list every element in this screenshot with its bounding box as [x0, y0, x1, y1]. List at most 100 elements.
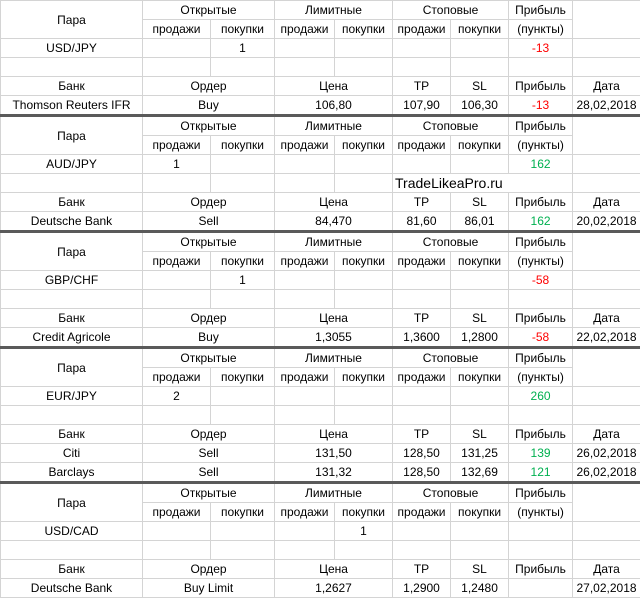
sheet-row [0, 289, 640, 309]
pair-cell [274, 270, 335, 290]
subheader-cell: покупки [333, 251, 394, 271]
order-cell: 128,50 [392, 443, 452, 463]
subheader-cell: (пункты) [508, 135, 574, 155]
header-cell: Цена [273, 192, 394, 212]
header-cell: Дата [572, 308, 640, 328]
header-cell: Прибыль [508, 559, 574, 579]
empty-cell [210, 57, 275, 77]
pair-cell [333, 386, 394, 406]
subheader-cell: продажи [274, 502, 335, 522]
empty-cell [0, 57, 143, 77]
subheader-cell: покупки [333, 19, 394, 39]
sheet-row: Barclays Sell 131,32 128,50 132,69 121 26,02,2… [0, 462, 640, 483]
order-cell: 27,02,2018 [572, 578, 640, 598]
header-cell: Лимитные [273, 114, 394, 136]
pair-cell [142, 521, 211, 541]
header-cell: TP [392, 424, 452, 444]
empty-cell [572, 346, 640, 387]
pair-cell: 1 [210, 38, 275, 58]
empty-cell [508, 289, 574, 309]
order-cell: 1,3600 [392, 327, 452, 348]
sheet-row: Thomson Reuters IFR Buy 106,80 107,90 106,30… [0, 95, 640, 116]
empty-cell [210, 540, 275, 560]
pair-cell [333, 270, 394, 290]
pair-cell: 1 [210, 270, 275, 290]
pair-cell [210, 154, 275, 174]
sheet-row [0, 57, 640, 77]
pair-name: USD/JPY [0, 38, 143, 58]
subheader-cell: (пункты) [508, 19, 574, 39]
sheet-row: USD/JPY 1 -13 [0, 38, 640, 58]
subheader-cell: продажи [274, 367, 335, 387]
subheader-cell: покупки [210, 502, 275, 522]
header-cell: SL [450, 76, 510, 96]
empty-cell [572, 114, 640, 155]
empty-cell [142, 405, 211, 425]
empty-cell [572, 540, 640, 560]
header-cell: TP [392, 308, 452, 328]
pair-cell [274, 386, 335, 406]
sheet-row: Пара Открытые Лимитные Стоповые Прибыль [0, 230, 640, 271]
order-cell: 128,50 [392, 462, 452, 483]
header-cell: Банк [0, 76, 143, 96]
subheader-cell: продажи [142, 502, 211, 522]
header-cell: Дата [572, 192, 640, 212]
order-cell: Buy [142, 95, 275, 116]
header-cell: SL [450, 424, 510, 444]
sheet-row: Банк Ордер Цена TP SL Прибыль Дата [0, 424, 640, 444]
order-cell: Deutsche Bank [0, 211, 143, 232]
pair-cell: 1 [142, 154, 211, 174]
sheet-row: продажи покупки продажи покупки продажи покуп… [1, 135, 640, 155]
pair-cell [333, 154, 394, 174]
empty-cell [274, 289, 335, 309]
sheet-row: Банк Ордер Цена TP SL Прибыль Дата [0, 559, 640, 579]
header-cell: Стоповые [392, 0, 510, 20]
pair-cell: 162 [508, 154, 574, 174]
order-cell: 81,60 [392, 211, 452, 232]
order-cell: Barclays [0, 462, 143, 483]
header-cell: Лимитные [273, 230, 394, 252]
subheader-cell: покупки [210, 251, 275, 271]
sheet-row: TradeLikeaPro.ru [0, 173, 640, 193]
subheader-cell: покупки [210, 19, 275, 39]
sheet-row [0, 540, 640, 560]
pair-cell [392, 386, 452, 406]
sheet-row: Deutsche Bank Sell 84,470 81,60 86,01 162 20,0… [0, 211, 640, 232]
header-cell: Открытые [142, 114, 275, 136]
order-cell: 106,80 [273, 95, 394, 116]
order-cell: Buy Limit [142, 578, 275, 598]
subheader-cell: продажи [142, 135, 211, 155]
order-cell: 1,2800 [450, 327, 510, 348]
header-cell: Прибыль [508, 192, 574, 212]
empty-cell [450, 289, 510, 309]
pair-cell [392, 154, 452, 174]
pair-cell [508, 521, 574, 541]
order-cell: 84,470 [273, 211, 394, 232]
header-cell: Прибыль [508, 481, 574, 503]
subheader-cell: покупки [450, 251, 510, 271]
subheader-cell: покупки [333, 502, 394, 522]
empty-cell [142, 289, 211, 309]
order-cell: -58 [508, 327, 574, 348]
sheet-row: продажи покупки продажи покупки продажи покуп… [1, 367, 640, 387]
subheader-cell: покупки [210, 367, 275, 387]
pair-cell: 1 [333, 521, 394, 541]
empty-cell [572, 57, 640, 77]
empty-cell [450, 57, 510, 77]
pair-cell [450, 521, 510, 541]
empty-cell [572, 38, 640, 58]
watermark: TradeLikeaPro.ru [392, 173, 574, 193]
empty-cell [333, 405, 394, 425]
order-cell: 86,01 [450, 211, 510, 232]
subheader-cell: (пункты) [508, 367, 574, 387]
pair-cell [274, 521, 335, 541]
order-cell: 107,90 [392, 95, 452, 116]
header-cell: Пара [0, 230, 143, 271]
order-cell: Deutsche Bank [0, 578, 143, 598]
empty-cell [572, 405, 640, 425]
pair-cell: -13 [508, 38, 574, 58]
pair-cell [450, 270, 510, 290]
header-cell: Дата [572, 76, 640, 96]
empty-cell [392, 289, 452, 309]
